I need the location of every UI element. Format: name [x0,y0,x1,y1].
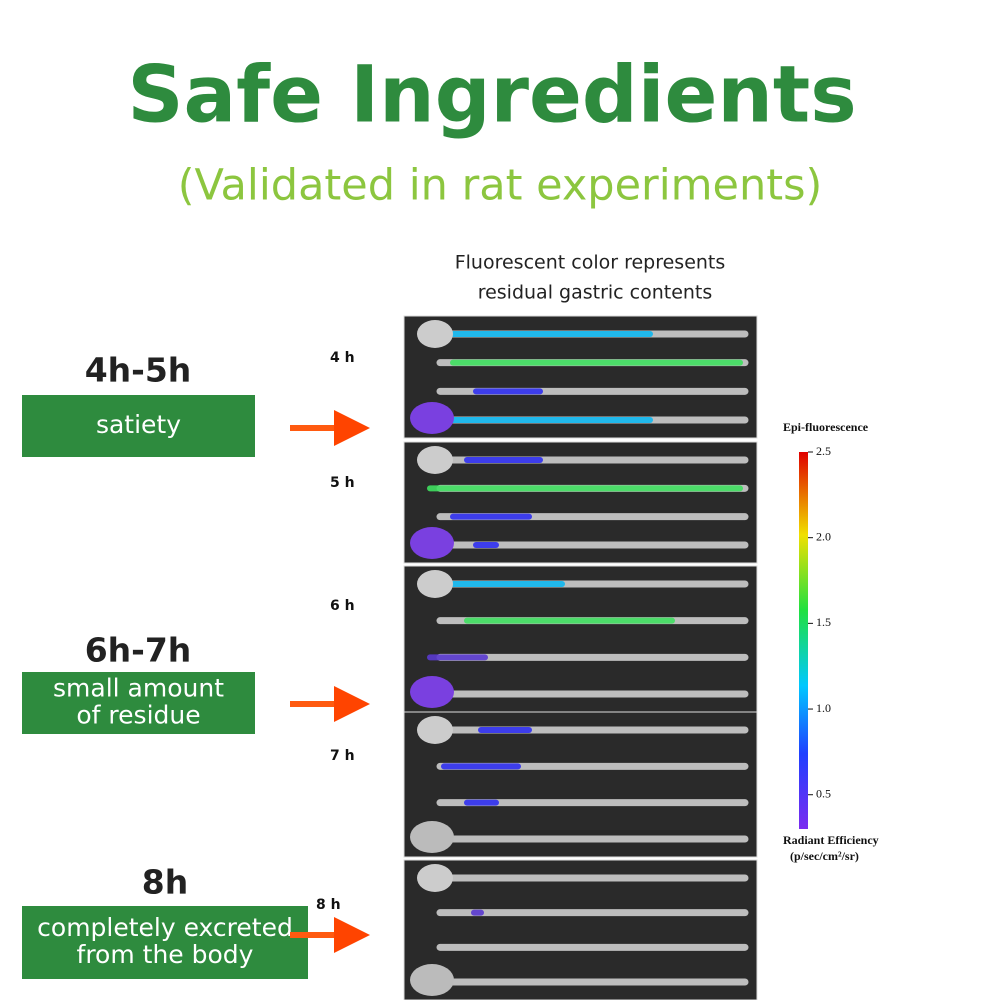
stomach [417,864,453,892]
colorbar-label: Radiant Efficiency [783,833,879,847]
stomach [410,676,454,708]
panel-image [403,859,758,1000]
panel-time: 6 h [330,598,355,614]
stage-box [22,672,255,734]
stomach [417,320,453,348]
stage-label: of residue [76,701,200,730]
panel-time: 5 h [330,475,355,491]
stage-label: from the body [77,940,254,969]
panel-time: 8 h [316,897,341,913]
colorbar-tick-label: 2.5 [816,444,831,458]
panel-image [403,565,758,713]
panel-time: 4 h [330,350,355,366]
stomach [410,964,454,996]
stomach [417,716,453,744]
stage-label: small amount [53,674,224,703]
colorbar-tick-label: 1.5 [816,615,831,629]
stomach [417,570,453,598]
stomach [410,527,454,559]
stage-box [22,395,255,457]
stomach [410,402,454,434]
colorbar-tick-label: 1.0 [816,701,831,715]
stage-time: 6h-7h [85,631,192,670]
caption: residual gastric contents [478,282,713,304]
stage-time: 8h [142,863,188,902]
stage-label: completely excreted [37,913,293,942]
caption: Fluorescent color represents [455,252,726,274]
panel-time: 7 h [330,748,355,764]
colorbar-unit: (p/sec/cm²/sr) [790,849,859,863]
colorbar: Epi-fluorescence Radiant Efficiency (p/s… [783,420,879,863]
colorbar-scale [799,452,808,829]
stomach [417,446,453,474]
stomach [410,821,454,853]
stage-time: 4h-5h [85,351,192,390]
subtitle: (Validated in rat experiments) [178,161,823,211]
panel-image [403,711,758,858]
stage-label: satiety [96,410,181,439]
panels: 4 h 5 h 6 h 7 h 8 h [316,315,758,1000]
stage-box [22,906,308,979]
colorbar-title: Epi-fluorescence [783,420,869,434]
colorbar-tick-label: 2.0 [816,529,831,543]
colorbar-tick-label: 0.5 [816,786,831,800]
title: Safe Ingredients [127,50,856,140]
